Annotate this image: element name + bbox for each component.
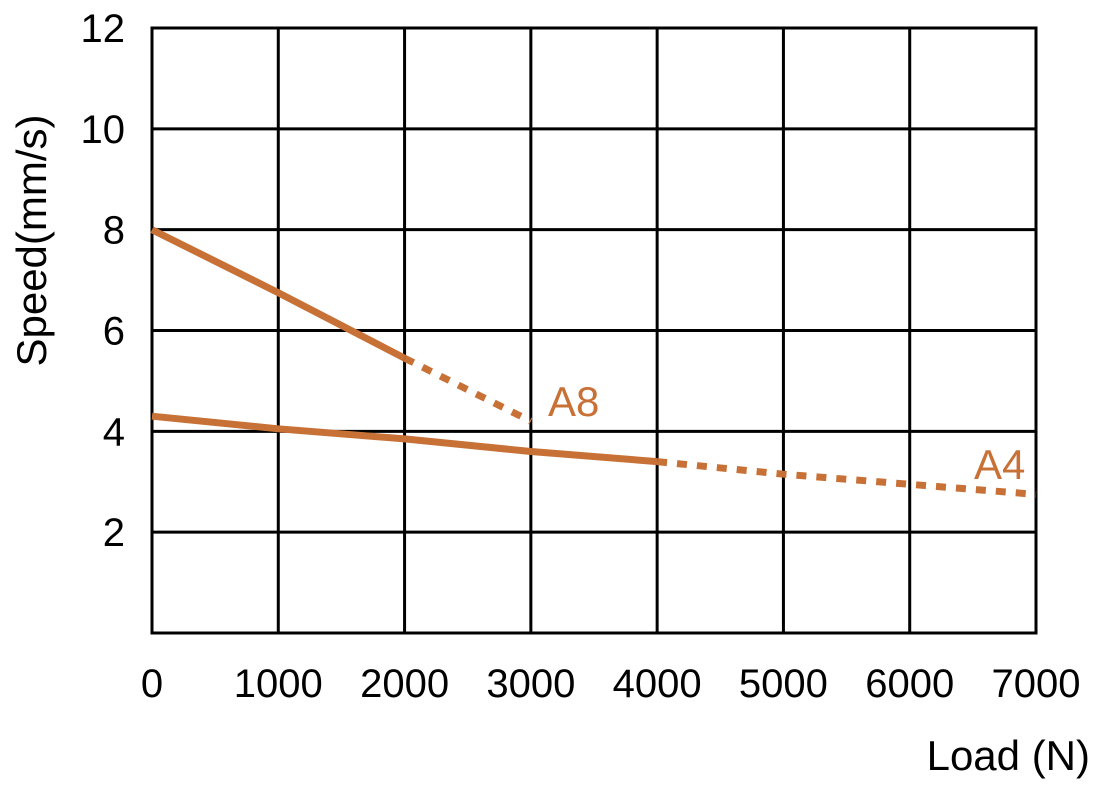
series-lines <box>150 226 1037 498</box>
tick-labels: 0 1000 2000 3000 4000 5000 6000 7000 2 4 6 8 10 12 <box>81 7 1081 706</box>
series-label-a8: A8 <box>548 378 599 425</box>
x-tick-label: 6000 <box>865 662 954 706</box>
series-label-a4: A4 <box>974 441 1025 488</box>
x-tick-label: 0 <box>141 662 163 706</box>
series-a4-solid-line <box>151 412 658 466</box>
series-a8-solid-line <box>150 226 407 362</box>
x-tick-label: 5000 <box>739 662 828 706</box>
series-a8-dotted-line <box>403 355 533 425</box>
series-a4-dotted-line <box>656 458 1037 498</box>
y-tick-label: 4 <box>103 410 125 454</box>
x-tick-label: 2000 <box>360 662 449 706</box>
x-tick-label: 7000 <box>992 662 1081 706</box>
y-tick-label: 8 <box>103 209 125 253</box>
y-axis-title: Speed(mm/s) <box>8 114 55 366</box>
y-tick-label: 2 <box>103 511 125 555</box>
grid <box>152 28 1036 633</box>
y-tick-label: 6 <box>103 310 125 354</box>
y-tick-label: 12 <box>81 7 126 51</box>
x-tick-label: 4000 <box>613 662 702 706</box>
plot-frame <box>150 26 1038 635</box>
x-tick-label: 3000 <box>486 662 575 706</box>
series-labels: A8 A4 <box>548 378 1025 488</box>
x-tick-label: 1000 <box>234 662 323 706</box>
y-tick-label: 10 <box>81 108 126 152</box>
x-axis-title: Load (N) <box>927 732 1090 779</box>
